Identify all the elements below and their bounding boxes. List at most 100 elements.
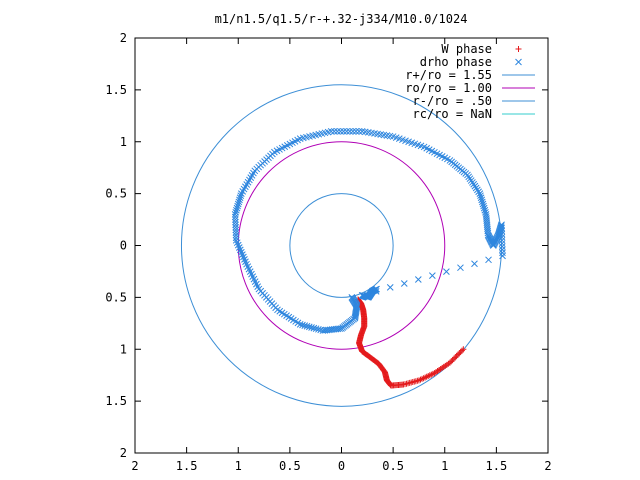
data-point (498, 243, 506, 250)
data-point (351, 312, 359, 319)
y-tick-label: 0.5 (105, 290, 127, 304)
data-point (233, 206, 240, 214)
legend-label: ro/ro = 1.00 (405, 81, 492, 95)
data-point (498, 236, 506, 244)
data-point (343, 128, 351, 135)
data-point (480, 202, 487, 210)
data-points (231, 128, 506, 389)
data-point (477, 192, 484, 200)
data-point (355, 128, 363, 135)
x-tick-label: 0 (338, 459, 345, 473)
chart-title: m1/n1.5/q1.5/r-+.32-j334/M10.0/1024 (215, 12, 468, 26)
series-0 (355, 296, 467, 389)
data-point (454, 351, 461, 358)
data-point (452, 354, 459, 361)
data-point (498, 233, 506, 241)
x-tick-label: 1 (235, 459, 242, 473)
y-tick-label: 1 (120, 342, 127, 356)
data-point (498, 227, 506, 235)
legend-label: r+/ro = 1.55 (405, 68, 492, 82)
data-point (460, 346, 467, 353)
data-point (232, 223, 240, 231)
x-tick-label: 0.5 (382, 459, 404, 473)
data-point (499, 246, 506, 254)
data-point (237, 192, 245, 200)
data-point (457, 348, 464, 355)
x-tick-label: 2 (131, 459, 138, 473)
data-point (485, 256, 492, 264)
data-point (231, 211, 239, 218)
data-point (443, 268, 450, 275)
legend-label: r-/ro = .50 (413, 94, 492, 108)
y-tick-label: 2 (120, 446, 127, 460)
data-point (232, 208, 240, 216)
x-tick-label: 1.5 (176, 459, 198, 473)
data-point (327, 128, 335, 135)
data-point (457, 264, 464, 272)
x-tick-label: 0.5 (279, 459, 301, 473)
legend-label: W phase (441, 42, 492, 56)
data-point (334, 128, 341, 135)
data-point (349, 128, 357, 135)
data-point (232, 221, 239, 229)
y-tick-label: 1.5 (105, 83, 127, 97)
data-point (446, 359, 453, 366)
y-tick-label: 0 (120, 239, 127, 253)
data-point (232, 236, 240, 244)
x-tick-label: 1.5 (486, 459, 508, 473)
data-point (498, 230, 506, 238)
data-point (477, 194, 485, 202)
data-point (499, 252, 506, 260)
data-point (233, 204, 241, 212)
data-point (449, 357, 456, 364)
data-point (414, 276, 422, 283)
data-point (236, 194, 244, 202)
legend-label: drho phase (420, 55, 492, 69)
data-point (456, 350, 463, 357)
legend-marker (515, 58, 522, 66)
data-point (232, 231, 240, 239)
data-point (232, 229, 240, 236)
data-point (498, 224, 505, 232)
data-point (232, 234, 240, 242)
data-point (476, 190, 484, 197)
data-point (480, 204, 488, 212)
y-tick-label: 1 (120, 135, 127, 149)
data-point (479, 200, 487, 208)
data-point (346, 128, 354, 135)
data-point (236, 196, 243, 204)
data-point (498, 221, 505, 229)
data-point (340, 128, 347, 135)
data-point (232, 218, 239, 226)
series-1 (231, 128, 506, 334)
x-tick-label: 1 (441, 459, 448, 473)
data-point (458, 347, 465, 354)
data-point (499, 249, 506, 257)
data-point (299, 321, 306, 329)
data-point (234, 200, 242, 208)
data-point (337, 128, 344, 135)
data-point (400, 280, 408, 287)
data-point (429, 272, 436, 279)
data-point (498, 240, 506, 247)
data-point (453, 352, 460, 359)
data-point (235, 198, 243, 206)
data-point (481, 206, 489, 214)
data-point (232, 226, 240, 234)
y-tick-label: 0.5 (105, 187, 127, 201)
data-point (448, 358, 455, 365)
data-point (232, 216, 239, 223)
y-tick-label: 1.5 (105, 394, 127, 408)
legend-label: rc/ro = NaN (413, 107, 492, 121)
circle-2 (289, 193, 394, 298)
data-point (386, 284, 394, 291)
data-point (471, 260, 478, 268)
data-point (352, 128, 360, 135)
data-point (330, 128, 338, 135)
data-point (478, 198, 486, 206)
data-point (478, 196, 486, 204)
data-point (450, 355, 457, 362)
legend-marker (515, 46, 522, 52)
